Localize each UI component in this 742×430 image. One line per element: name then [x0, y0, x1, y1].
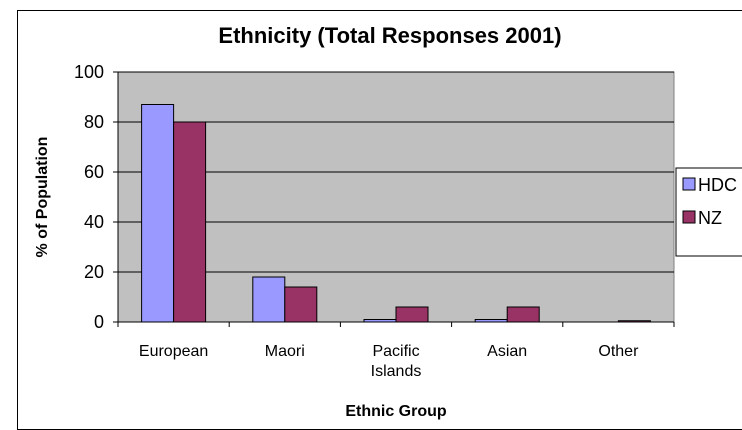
bar-nz-maori: [284, 286, 318, 323]
bar-hdc-maori: [252, 276, 286, 323]
y-axis-title: % of Population: [34, 137, 51, 258]
x-tick-label: Asian: [487, 343, 527, 360]
x-tick-label: European: [139, 343, 208, 360]
x-tick-label: Pacific Islands: [371, 343, 422, 380]
y-tick-label: 40: [84, 212, 104, 232]
x-tick-label: Other: [598, 343, 639, 360]
legend: HDC NZ: [675, 167, 742, 257]
y-axis-ticks: 0 20 40 60 80 100: [74, 62, 118, 332]
bars: [141, 104, 651, 323]
y-tick-label: 20: [84, 262, 104, 282]
x-axis-title: Ethnic Group: [345, 403, 447, 420]
bar-nz-pacific-islands: [395, 306, 429, 323]
legend-label-nz: NZ: [698, 208, 722, 228]
legend-swatch-hdc: [682, 177, 696, 191]
y-tick-label: 80: [84, 112, 104, 132]
x-tick-label: Maori: [265, 343, 305, 360]
bar-nz-asian: [506, 306, 540, 323]
x-axis-ticks: European Maori Pacific Islands Asian Other: [117, 322, 675, 380]
bar-hdc-european: [141, 104, 175, 323]
chart-title: Ethnicity (Total Responses 2001): [218, 23, 561, 48]
y-tick-label: 100: [74, 62, 104, 82]
bar-nz-european: [173, 121, 207, 323]
plot-area: [117, 71, 675, 323]
legend-label-hdc: HDC: [698, 175, 737, 195]
y-tick-label: 60: [84, 162, 104, 182]
legend-swatch-nz: [682, 210, 696, 224]
gridlines: [118, 71, 674, 273]
y-tick-label: 0: [94, 312, 104, 332]
